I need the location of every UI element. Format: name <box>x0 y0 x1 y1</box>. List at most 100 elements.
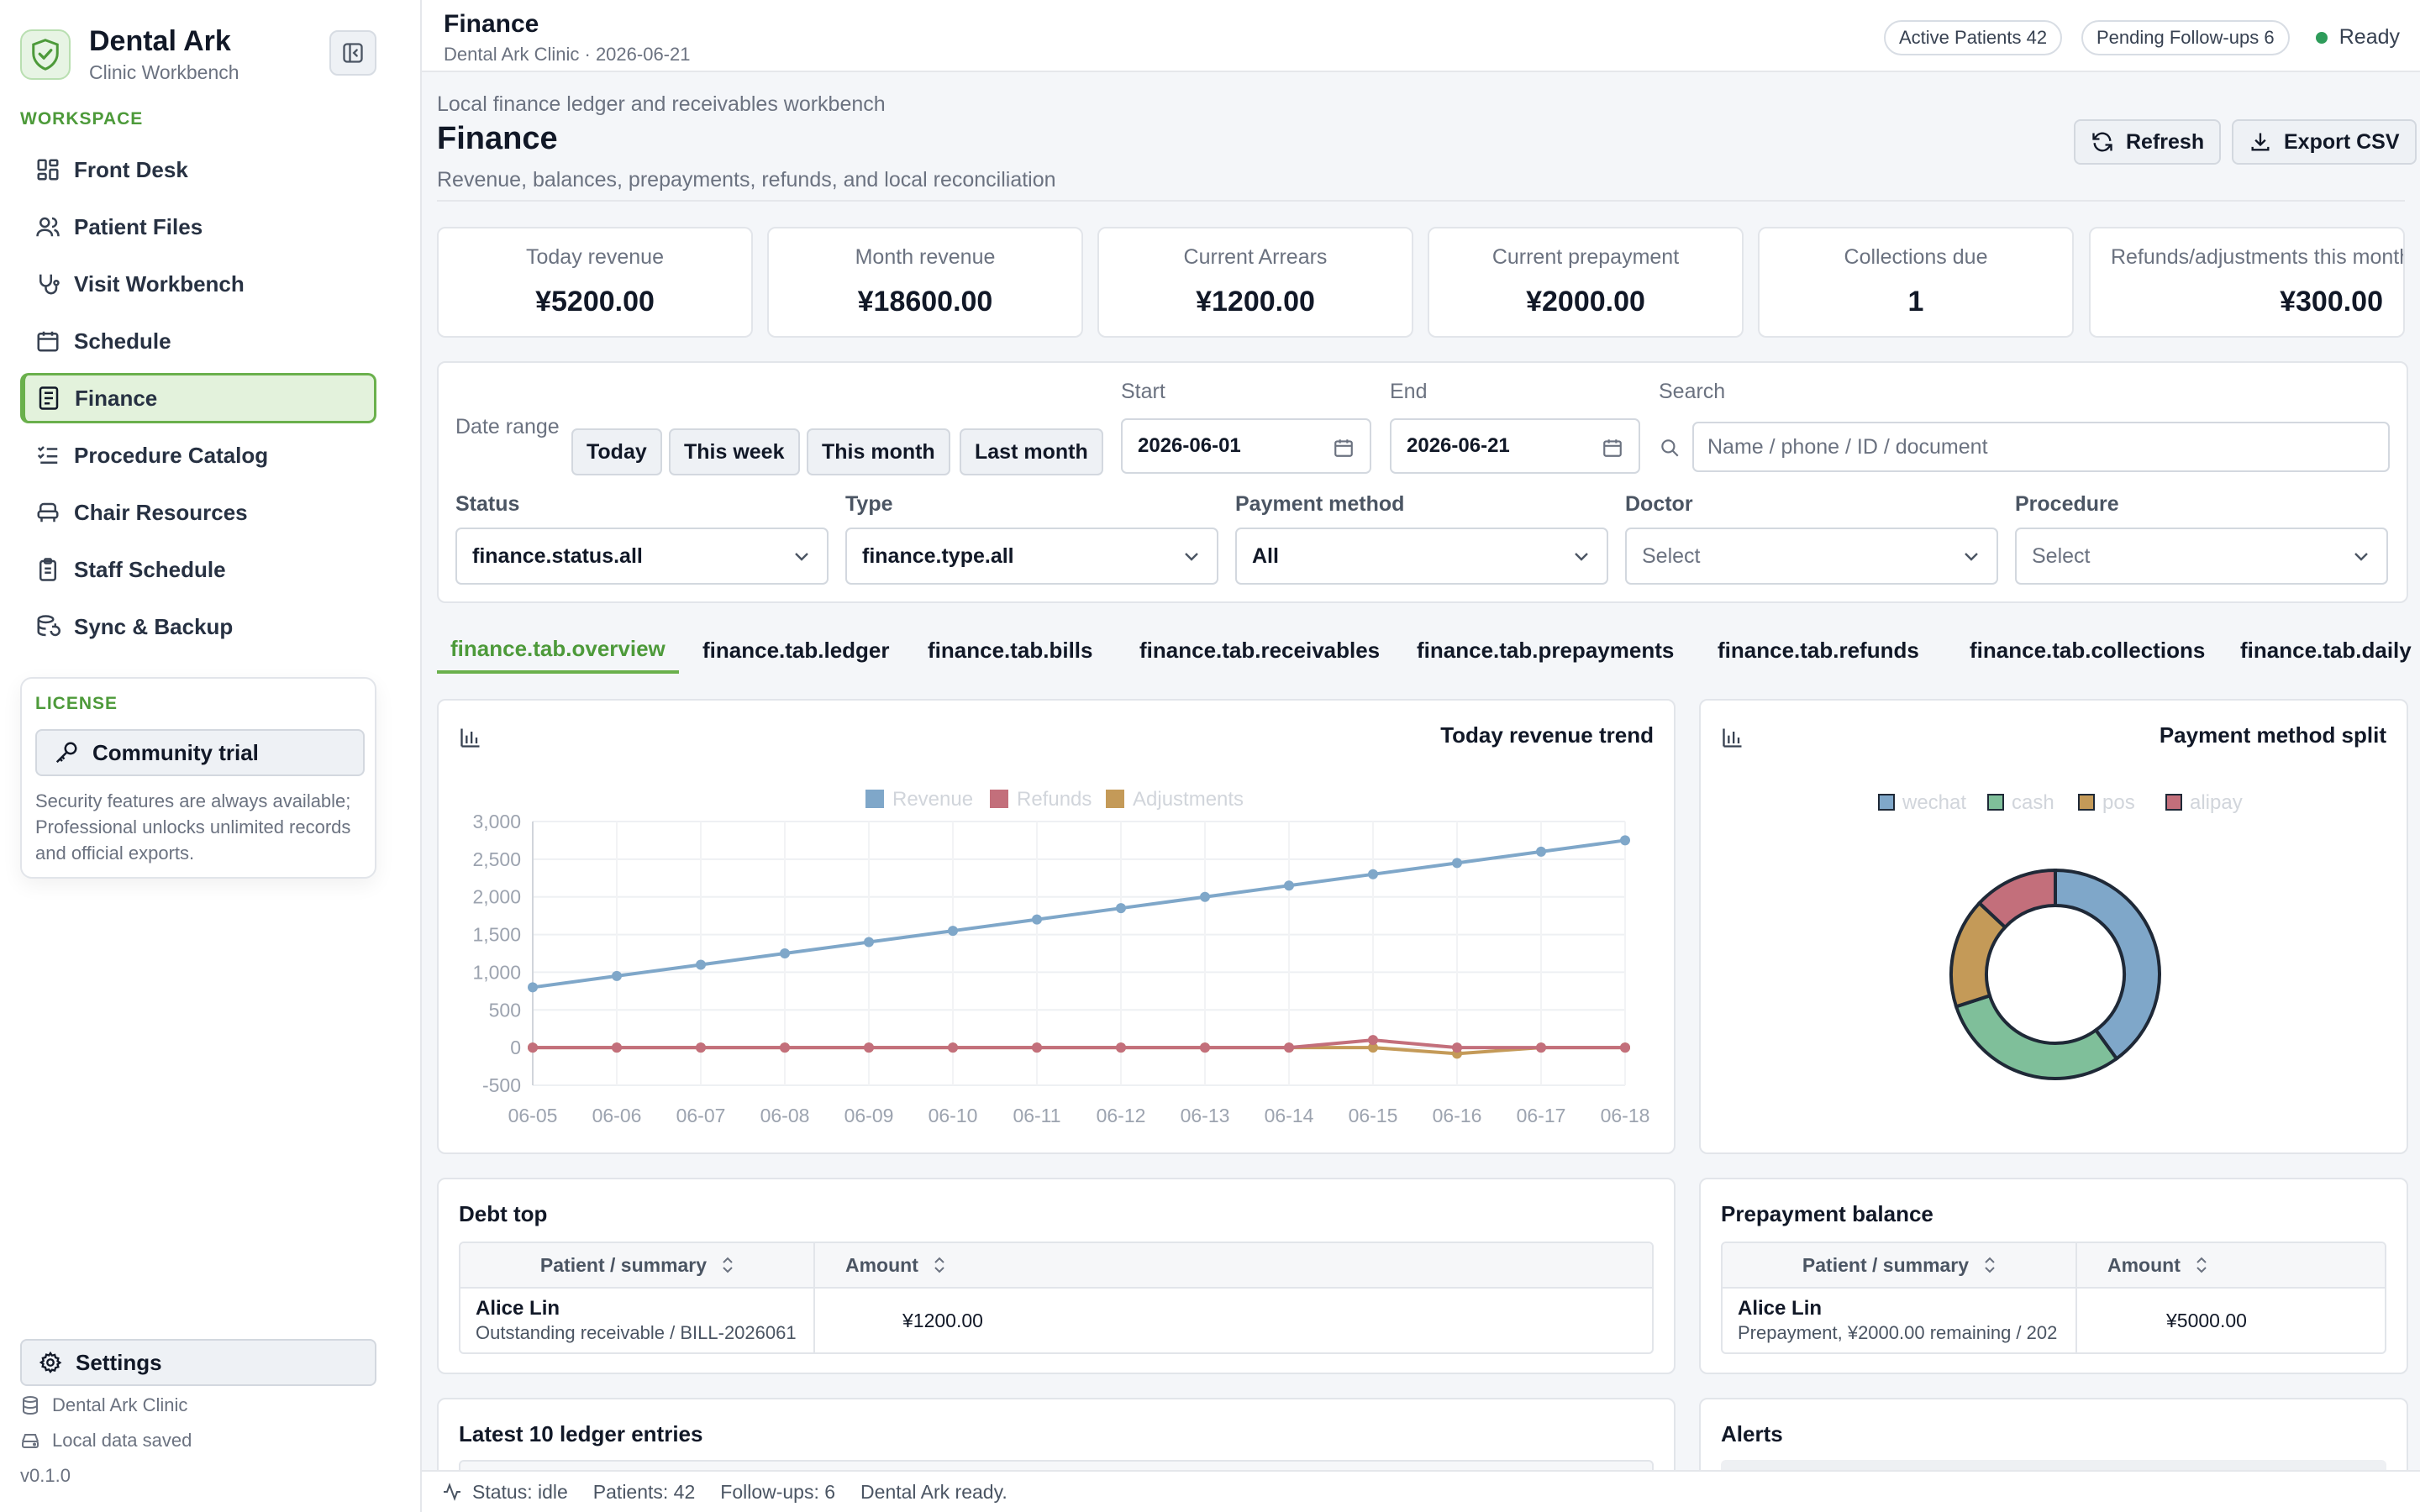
payment-method-label: Payment method <box>1235 492 1405 516</box>
type-select-value: finance.type.all <box>862 543 1014 568</box>
data-point-revenue <box>612 970 622 981</box>
status-select-value: finance.status.all <box>472 543 643 568</box>
data-point-revenue <box>1452 858 1462 869</box>
legend-swatch-adjustments <box>1106 790 1124 808</box>
date-range-label: Date range <box>455 415 560 438</box>
topbar-title: Finance <box>444 10 539 38</box>
procedure-select-value: Select <box>2032 543 2091 568</box>
col-amount-header[interactable]: Amount <box>2077 1243 2207 1287</box>
sidebar-item-label: Front Desk <box>74 156 188 182</box>
tab-bills[interactable]: finance.tab.bills <box>928 637 1093 663</box>
settings-label: Settings <box>76 1349 162 1375</box>
data-status: Local data saved <box>20 1430 192 1452</box>
data-point-refunds <box>1032 1042 1042 1053</box>
tab-ledger[interactable]: finance.tab.ledger <box>702 637 890 663</box>
data-point-revenue <box>1200 891 1210 902</box>
sidebar-item-front-desk[interactable]: Front Desk <box>20 144 376 195</box>
col-amount-label: Amount <box>845 1253 918 1276</box>
data-point-refunds <box>780 1042 790 1053</box>
export-label: Export CSV <box>2284 129 2400 154</box>
stat-month-revenue: Month revenue ¥18600.00 <box>767 227 1083 338</box>
series-line-revenue <box>532 838 1626 990</box>
dashboard-icon <box>37 159 59 181</box>
range-today-button[interactable]: Today <box>571 428 662 475</box>
sidebar-nav: Front Desk Patient Files Visit Workbench… <box>20 144 376 659</box>
data-point-revenue <box>780 948 790 958</box>
col-amount-header[interactable]: Amount <box>815 1243 945 1287</box>
table-header: Patient / summary Amount <box>1723 1243 2385 1289</box>
payment-method-select[interactable]: All <box>1235 528 1608 585</box>
debt-top-card: Debt top Patient / summary Amount Alice … <box>437 1178 1676 1374</box>
sidebar-item-procedure-catalog[interactable]: Procedure Catalog <box>20 430 376 480</box>
calendar-icon <box>37 331 59 352</box>
tab-refunds[interactable]: finance.tab.refunds <box>1718 637 1919 663</box>
sidebar-item-chair-resources[interactable]: Chair Resources <box>20 487 376 538</box>
sidebar-item-label: Visit Workbench <box>74 270 245 297</box>
data-point-refunds <box>612 1042 622 1053</box>
type-select[interactable]: finance.type.all <box>845 528 1218 585</box>
page-title: Finance <box>437 121 558 156</box>
stat-value: ¥5200.00 <box>535 286 655 318</box>
sidebar-item-patient-files[interactable]: Patient Files <box>20 202 376 252</box>
y-tick-label: 0 <box>510 1037 521 1058</box>
active-patients-badge: Active Patients 42 <box>1884 20 2063 55</box>
sidebar-item-label: Chair Resources <box>74 499 248 525</box>
table-row[interactable]: Alice Lin Outstanding receivable / BILL-… <box>460 1289 1652 1352</box>
range-last-month-button[interactable]: Last month <box>960 428 1103 475</box>
tab-collections[interactable]: finance.tab.collections <box>1970 637 2206 663</box>
stat-label: Refunds/adjustments this month <box>2111 245 2405 269</box>
app-version: v0.1.0 <box>20 1465 71 1486</box>
data-point-refunds <box>1284 1042 1294 1053</box>
clipboard-icon <box>39 558 56 581</box>
range-this-week-button[interactable]: This week <box>669 428 800 475</box>
procedure-select[interactable]: Select <box>2015 528 2388 585</box>
sidebar-item-schedule[interactable]: Schedule <box>20 316 376 366</box>
export-csv-button[interactable]: Export CSV <box>2232 119 2417 165</box>
refresh-button[interactable]: Refresh <box>2074 119 2222 165</box>
amount-cell: ¥1200.00 <box>902 1309 983 1331</box>
sidebar-item-sync-backup[interactable]: Sync & Backup <box>20 601 376 652</box>
end-label: End <box>1390 380 1428 403</box>
table-row[interactable]: Alice Lin Prepayment, ¥2000.00 remaining… <box>1723 1289 2385 1352</box>
end-date-value: 2026-06-21 <box>1407 434 1510 457</box>
col-patient-header[interactable]: Patient / summary <box>1723 1243 2077 1287</box>
receipt-icon <box>39 386 59 410</box>
tab-prepayments[interactable]: finance.tab.prepayments <box>1417 637 1675 663</box>
tab-receivables[interactable]: finance.tab.receivables <box>1139 637 1381 663</box>
range-this-month-button[interactable]: This month <box>807 428 950 475</box>
y-tick-label: 3,000 <box>472 811 521 832</box>
sidebar-item-label: Staff Schedule <box>74 556 226 582</box>
stat-value: ¥18600.00 <box>857 286 993 318</box>
community-trial-button[interactable]: Community trial <box>35 729 365 776</box>
patient-cell: Alice Lin Prepayment, ¥2000.00 remaining… <box>1723 1289 2077 1352</box>
start-date-input[interactable]: 2026-06-01 <box>1121 418 1371 474</box>
data-point-revenue <box>1536 846 1546 857</box>
y-tick-label: -500 <box>482 1074 521 1096</box>
sidebar-item-label: Finance <box>75 385 158 411</box>
search-input[interactable] <box>1707 434 2388 459</box>
database-icon <box>23 1396 38 1415</box>
app-subtitle: Clinic Workbench <box>89 61 239 83</box>
tab-daily[interactable]: finance.tab.daily <box>2240 637 2412 663</box>
doctor-select[interactable]: Select <box>1625 528 1998 585</box>
hard-drive-icon <box>22 1434 39 1448</box>
legend-label-refunds: Refunds <box>1017 788 1092 811</box>
sidebar-item-finance[interactable]: Finance <box>20 373 376 423</box>
payment-split-chart: wechat cash pos alipay <box>1878 791 2243 1080</box>
data-point-refunds <box>1368 1035 1378 1046</box>
end-date-input[interactable]: 2026-06-21 <box>1390 418 1640 474</box>
settings-button[interactable]: Settings <box>20 1339 376 1386</box>
sidebar-item-visit-workbench[interactable]: Visit Workbench <box>20 259 376 309</box>
status-select[interactable]: finance.status.all <box>455 528 829 585</box>
collapse-sidebar-button[interactable] <box>329 30 376 76</box>
status-dot-icon <box>2315 31 2328 44</box>
workspace-section-label: WORKSPACE <box>20 109 144 129</box>
tab-overview[interactable]: finance.tab.overview <box>437 627 679 674</box>
col-patient-header[interactable]: Patient / summary <box>460 1243 815 1287</box>
payment-split-card: Payment method split wechat cash pos alipay <box>1699 699 2408 1154</box>
search-field[interactable] <box>1692 422 2390 472</box>
sidebar-item-staff-schedule[interactable]: Staff Schedule <box>20 544 376 595</box>
sidebar-item-label: Schedule <box>74 328 171 354</box>
gear-icon <box>39 1351 62 1374</box>
stat-current-arrears: Current Arrears ¥1200.00 <box>1097 227 1413 338</box>
